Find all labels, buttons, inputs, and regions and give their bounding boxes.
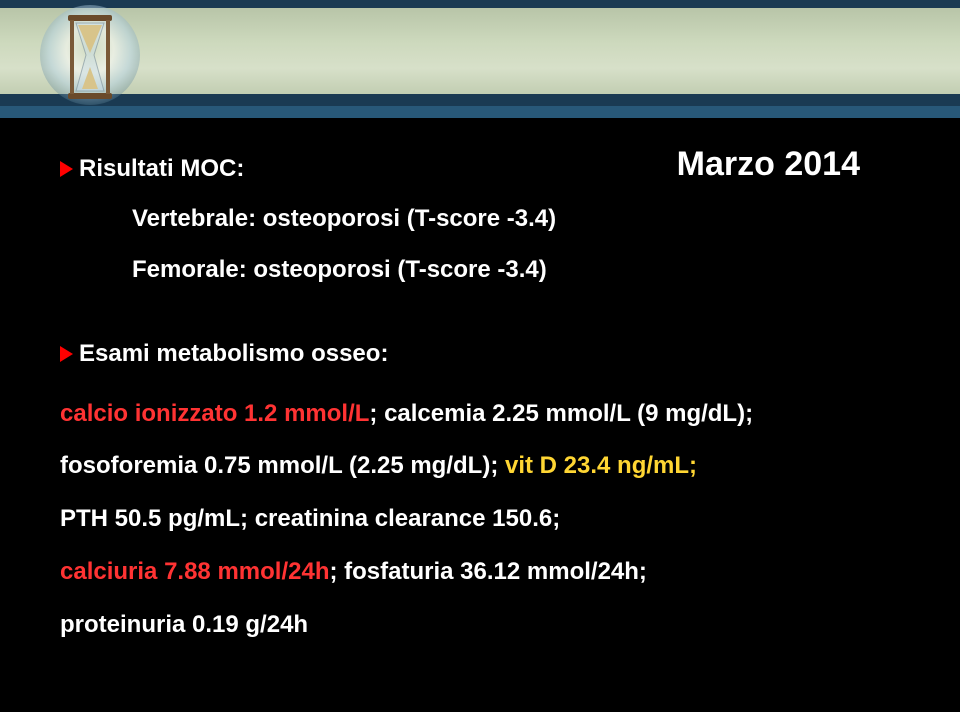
pth-creatinina: PTH 50.5 pg/mL; creatinina clearance 150…	[60, 505, 560, 532]
lab-line-4: calciuria 7.88 mmol/24h; fosfaturia 36.1…	[60, 546, 900, 599]
calciuria: calciuria 7.88 mmol/24h	[60, 558, 329, 585]
moc-label: Risultati MOC:	[79, 155, 244, 182]
lab-line-2: fosoforemia 0.75 mmol/L (2.25 mg/dL); vi…	[60, 440, 900, 493]
moc-heading: Risultati MOC:	[60, 150, 900, 188]
hourglass-svg	[62, 15, 118, 99]
esami-label: Esami metabolismo osseo:	[79, 340, 388, 367]
esami-heading: Esami metabolismo osseo:	[60, 335, 900, 373]
lab-line-1: calcio ionizzato 1.2 mmol/L; calcemia 2.…	[60, 388, 900, 441]
content-area: Risultati MOC: Vertebrale: osteoporosi (…	[60, 150, 900, 652]
moc-vertebrale: Vertebrale: osteoporosi (T-score -3.4)	[132, 200, 900, 238]
hourglass-icon	[30, 2, 150, 112]
proteinuria: proteinuria 0.19 g/24h	[60, 611, 308, 638]
calcemia: ; calcemia 2.25 mmol/L (9 mg/dL);	[369, 400, 753, 427]
lab-line-3: PTH 50.5 pg/mL; creatinina clearance 150…	[60, 493, 900, 546]
fosfaturia: ; fosfaturia 36.12 mmol/24h;	[329, 558, 646, 585]
bullet-arrow-icon	[60, 346, 73, 362]
moc-femorale: Femorale: osteoporosi (T-score -3.4)	[132, 251, 900, 289]
lab-line-5: proteinuria 0.19 g/24h	[60, 599, 900, 652]
fosoforemia: fosoforemia 0.75 mmol/L (2.25 mg/dL);	[60, 452, 505, 479]
vit-d: vit D 23.4 ng/mL;	[505, 452, 697, 479]
calcio-ionizzato: calcio ionizzato 1.2 mmol/L	[60, 400, 369, 427]
bullet-arrow-icon	[60, 161, 73, 177]
lab-results: calcio ionizzato 1.2 mmol/L; calcemia 2.…	[60, 388, 900, 652]
header-band	[0, 0, 960, 118]
slide: Marzo 2014 Risultati MOC: Vertebrale: os…	[0, 0, 960, 712]
